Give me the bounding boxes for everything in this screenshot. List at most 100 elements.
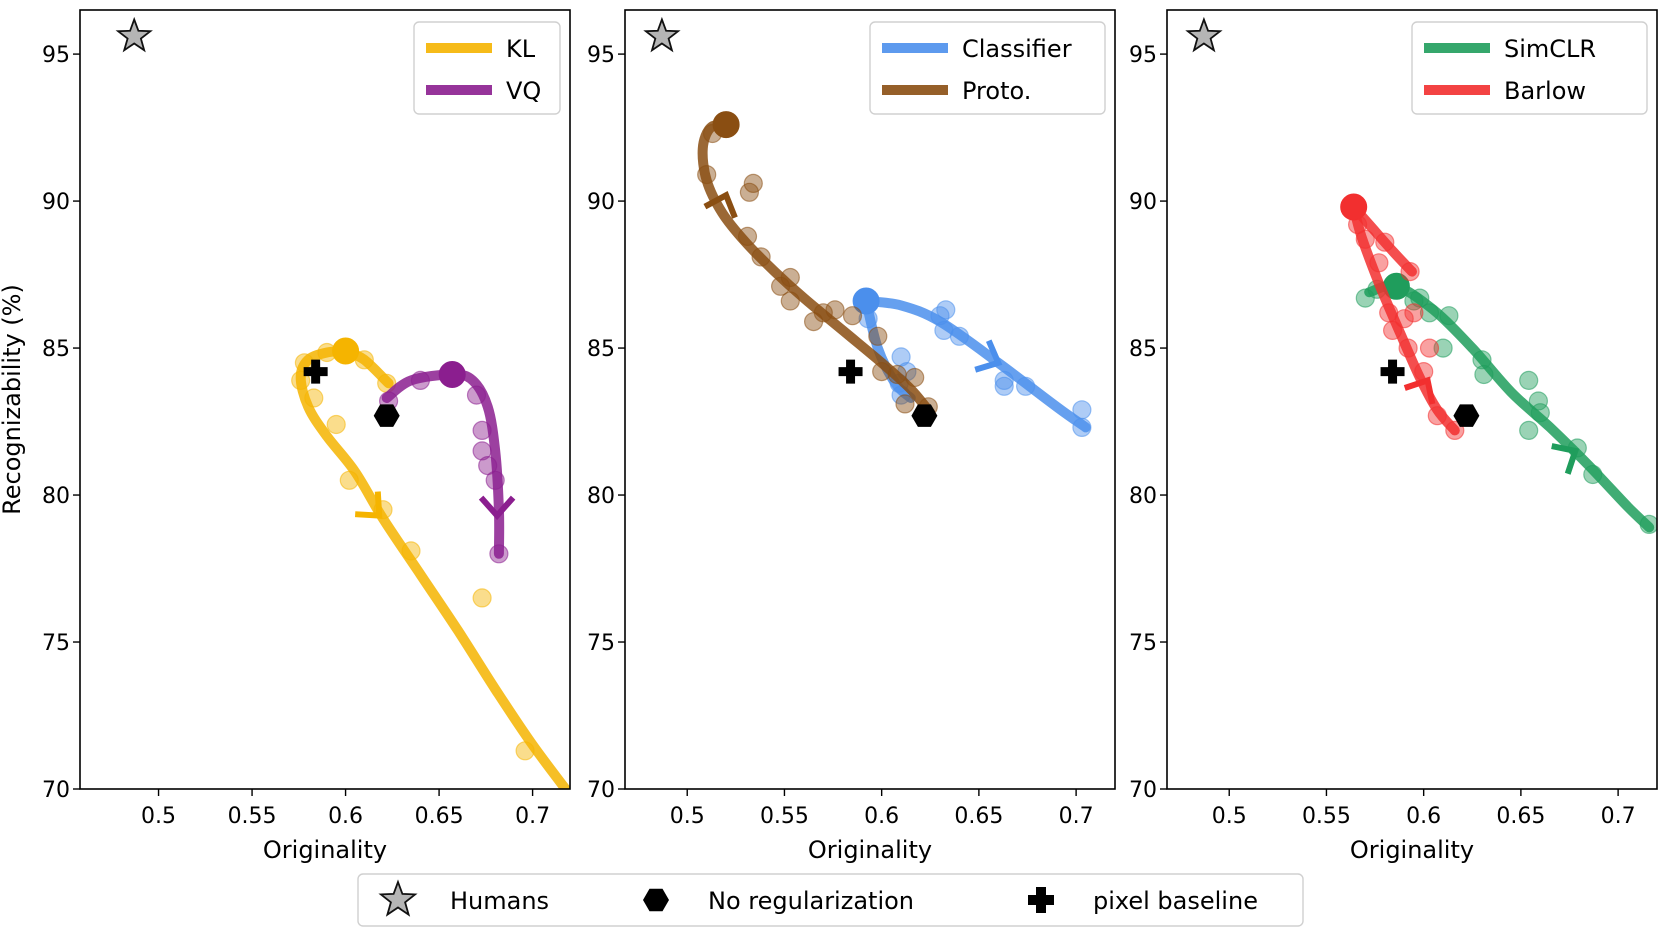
y-axis-title: Recognizability (%) xyxy=(0,284,26,515)
panel-1-xtick-label-1: 0.55 xyxy=(228,804,277,829)
panel-1-ytick-label-75: 75 xyxy=(42,631,70,656)
bottom-legend-humans-icon xyxy=(378,879,418,917)
panel-3-series-barlow-point-9 xyxy=(1419,338,1440,358)
panel-1-xtick-label-0: 0.5 xyxy=(141,804,176,829)
bottom-legend-pixel-baseline-icon xyxy=(1028,887,1054,913)
panel-1-group: 70 75 80 85 90 95 0.5 0.55 0.6 0.65 0.7 Originality… xyxy=(42,9,571,864)
panel-1-series-kl-endpoint xyxy=(332,337,360,365)
panel-2-ytick-label-70: 70 xyxy=(587,778,615,803)
panel-1-series-vq-endpoint xyxy=(438,361,466,388)
panel-1-series-vq-curve xyxy=(381,369,505,559)
panel-3-ytick-label-95: 95 xyxy=(1129,43,1157,68)
panel-1-ytick-label-95: 95 xyxy=(42,43,70,68)
panel-2-series-proto-point-12 xyxy=(842,306,863,326)
panel-2-ytick-label-75: 75 xyxy=(587,631,615,656)
panel-2-no-regularization-marker xyxy=(911,404,938,427)
panel-3-ytick-label-75: 75 xyxy=(1129,631,1157,656)
panel-3-ytick-label-90: 90 xyxy=(1129,190,1157,215)
panel-3-x-axis-title: Originality xyxy=(1350,836,1474,864)
panel-3-ytick-label-85: 85 xyxy=(1129,337,1157,362)
panel-2-axes-frame xyxy=(624,9,1116,790)
panel-2-series-classifier-curve xyxy=(861,296,1091,433)
panel-1-ytick-label-85: 85 xyxy=(42,337,70,362)
panel-2-series-classifier-direction-arrow xyxy=(974,339,1003,373)
bottom-legend-no-regularization-icon xyxy=(643,888,669,912)
panel-2-series-classifier-point-11 xyxy=(994,376,1014,396)
panels-layer: 70 75 80 85 90 95 0.5 0.55 0.6 0.65 0.7 Originality… xyxy=(0,9,1658,864)
panel-2-humans-marker xyxy=(643,16,681,53)
panel-1-x-axis-title: Originality xyxy=(263,836,387,864)
panel-1-series-kl-point-4 xyxy=(326,414,346,435)
panel-2-ytick-label-80: 80 xyxy=(587,484,615,509)
panel-2-series-proto-point-4 xyxy=(743,173,763,193)
panel-2-xtick-label-1: 0.55 xyxy=(760,804,809,829)
panel-3-xtick-label-4: 0.7 xyxy=(1601,804,1636,829)
panel-2-pixel-baseline-marker xyxy=(838,359,863,384)
panel-3-series-simclr-point-10 xyxy=(1519,370,1539,390)
panel-3-series-simclr-point-7 xyxy=(1433,338,1453,358)
panel-2-legend: Classifier Proto. xyxy=(869,21,1106,115)
panel-2-legend-label-1: Classifier xyxy=(962,35,1072,63)
panel-3-no-regularization-marker xyxy=(1453,404,1480,427)
panel-3-legend: SimCLR Barlow xyxy=(1411,21,1648,115)
panel-1-humans-marker xyxy=(115,16,153,53)
panel-1-ytick-label-70: 70 xyxy=(42,778,70,803)
panel-3-pixel-baseline-marker xyxy=(1380,359,1405,384)
panel-2-ytick-label-95: 95 xyxy=(587,43,615,68)
panel-2-series-proto-endpoint xyxy=(712,111,740,139)
panel-2-ytick-label-90: 90 xyxy=(587,190,615,215)
panel-3-xtick-label-1: 0.55 xyxy=(1302,804,1351,829)
panel-2-group: 70 75 80 85 90 95 0.5 0.55 0.6 0.65 0.7 Originality… xyxy=(587,9,1116,864)
panel-2-series-proto-point-16 xyxy=(895,394,915,414)
panel-1-no-regularization-marker xyxy=(373,404,400,427)
panel-1-xtick-label-4: 0.7 xyxy=(515,804,550,829)
panel-1-legend-label-1: KL xyxy=(506,35,536,63)
panel-2-plot-area xyxy=(643,16,1092,437)
panel-2-xtick-label-3: 0.65 xyxy=(954,804,1003,829)
panel-2-xtick-label-0: 0.5 xyxy=(670,804,705,829)
panel-2-xtick-label-4: 0.7 xyxy=(1059,804,1094,829)
panel-3-humans-marker xyxy=(1185,16,1223,53)
panel-1-series-vq-direction-arrow xyxy=(478,495,516,521)
panel-2-ytick-label-85: 85 xyxy=(587,337,615,362)
bottom-legend-no-regularization-label: No regularization xyxy=(708,887,914,915)
panel-3-plot-area xyxy=(1185,16,1657,534)
panel-3-series-simclr-point-13 xyxy=(1519,420,1539,440)
panel-3-xtick-label-2: 0.6 xyxy=(1406,804,1441,829)
panel-3-axes-frame xyxy=(1166,9,1658,790)
panel-2-series-classifier-endpoint xyxy=(852,287,880,315)
bottom-legend: Humans No regularization pixel baseline xyxy=(357,873,1304,927)
panel-3-xtick-label-3: 0.65 xyxy=(1496,804,1545,829)
panel-3-ytick-label-70: 70 xyxy=(1129,778,1157,803)
panel-2-series-proto-point-13 xyxy=(868,326,888,346)
panel-1-xtick-label-3: 0.65 xyxy=(415,804,464,829)
panel-1-axes-frame xyxy=(79,9,571,790)
panel-1-series-kl-point-8 xyxy=(472,588,492,608)
panel-2-series-proto-direction-arrow xyxy=(703,190,738,219)
panel-3-group: 70 75 80 85 90 95 0.5 0.55 0.6 0.65 0.7 Originality… xyxy=(1129,9,1658,864)
panel-1-xtick-label-2: 0.6 xyxy=(328,804,363,829)
panel-1-pixel-baseline-marker xyxy=(303,359,328,384)
panel-1-plot-area xyxy=(115,16,570,789)
bottom-legend-humans-label: Humans xyxy=(450,887,549,915)
bottom-legend-pixel-baseline-label: pixel baseline xyxy=(1093,887,1258,915)
panel-2-x-axis-title: Originality xyxy=(808,836,932,864)
panel-3-series-barlow-endpoint xyxy=(1340,193,1368,221)
panel-2-series-classifier-point-7 xyxy=(936,300,956,320)
panel-3-legend-label-1: SimCLR xyxy=(1504,35,1596,63)
panel-1-ytick-label-90: 90 xyxy=(42,190,70,215)
panel-3-xtick-label-0: 0.5 xyxy=(1212,804,1247,829)
panel-3-ytick-label-80: 80 xyxy=(1129,484,1157,509)
bottom-legend-box xyxy=(357,873,1304,927)
panel-2-legend-label-2: Proto. xyxy=(962,77,1031,105)
panel-1-series-kl-curve xyxy=(295,346,570,789)
panel-3-series-barlow-direction-arrow xyxy=(1403,376,1436,405)
panel-2-series-proto-curve xyxy=(697,119,936,418)
panel-1-ytick-label-80: 80 xyxy=(42,484,70,509)
panel-3-series-simclr-direction-arrow xyxy=(1551,443,1580,475)
panel-1-legend-label-2: VQ xyxy=(506,77,541,105)
panel-1-legend: KL VQ xyxy=(413,21,561,115)
panel-3-series-barlow-curve xyxy=(1348,202,1460,436)
panel-3-series-simclr-point-11 xyxy=(1528,391,1549,411)
